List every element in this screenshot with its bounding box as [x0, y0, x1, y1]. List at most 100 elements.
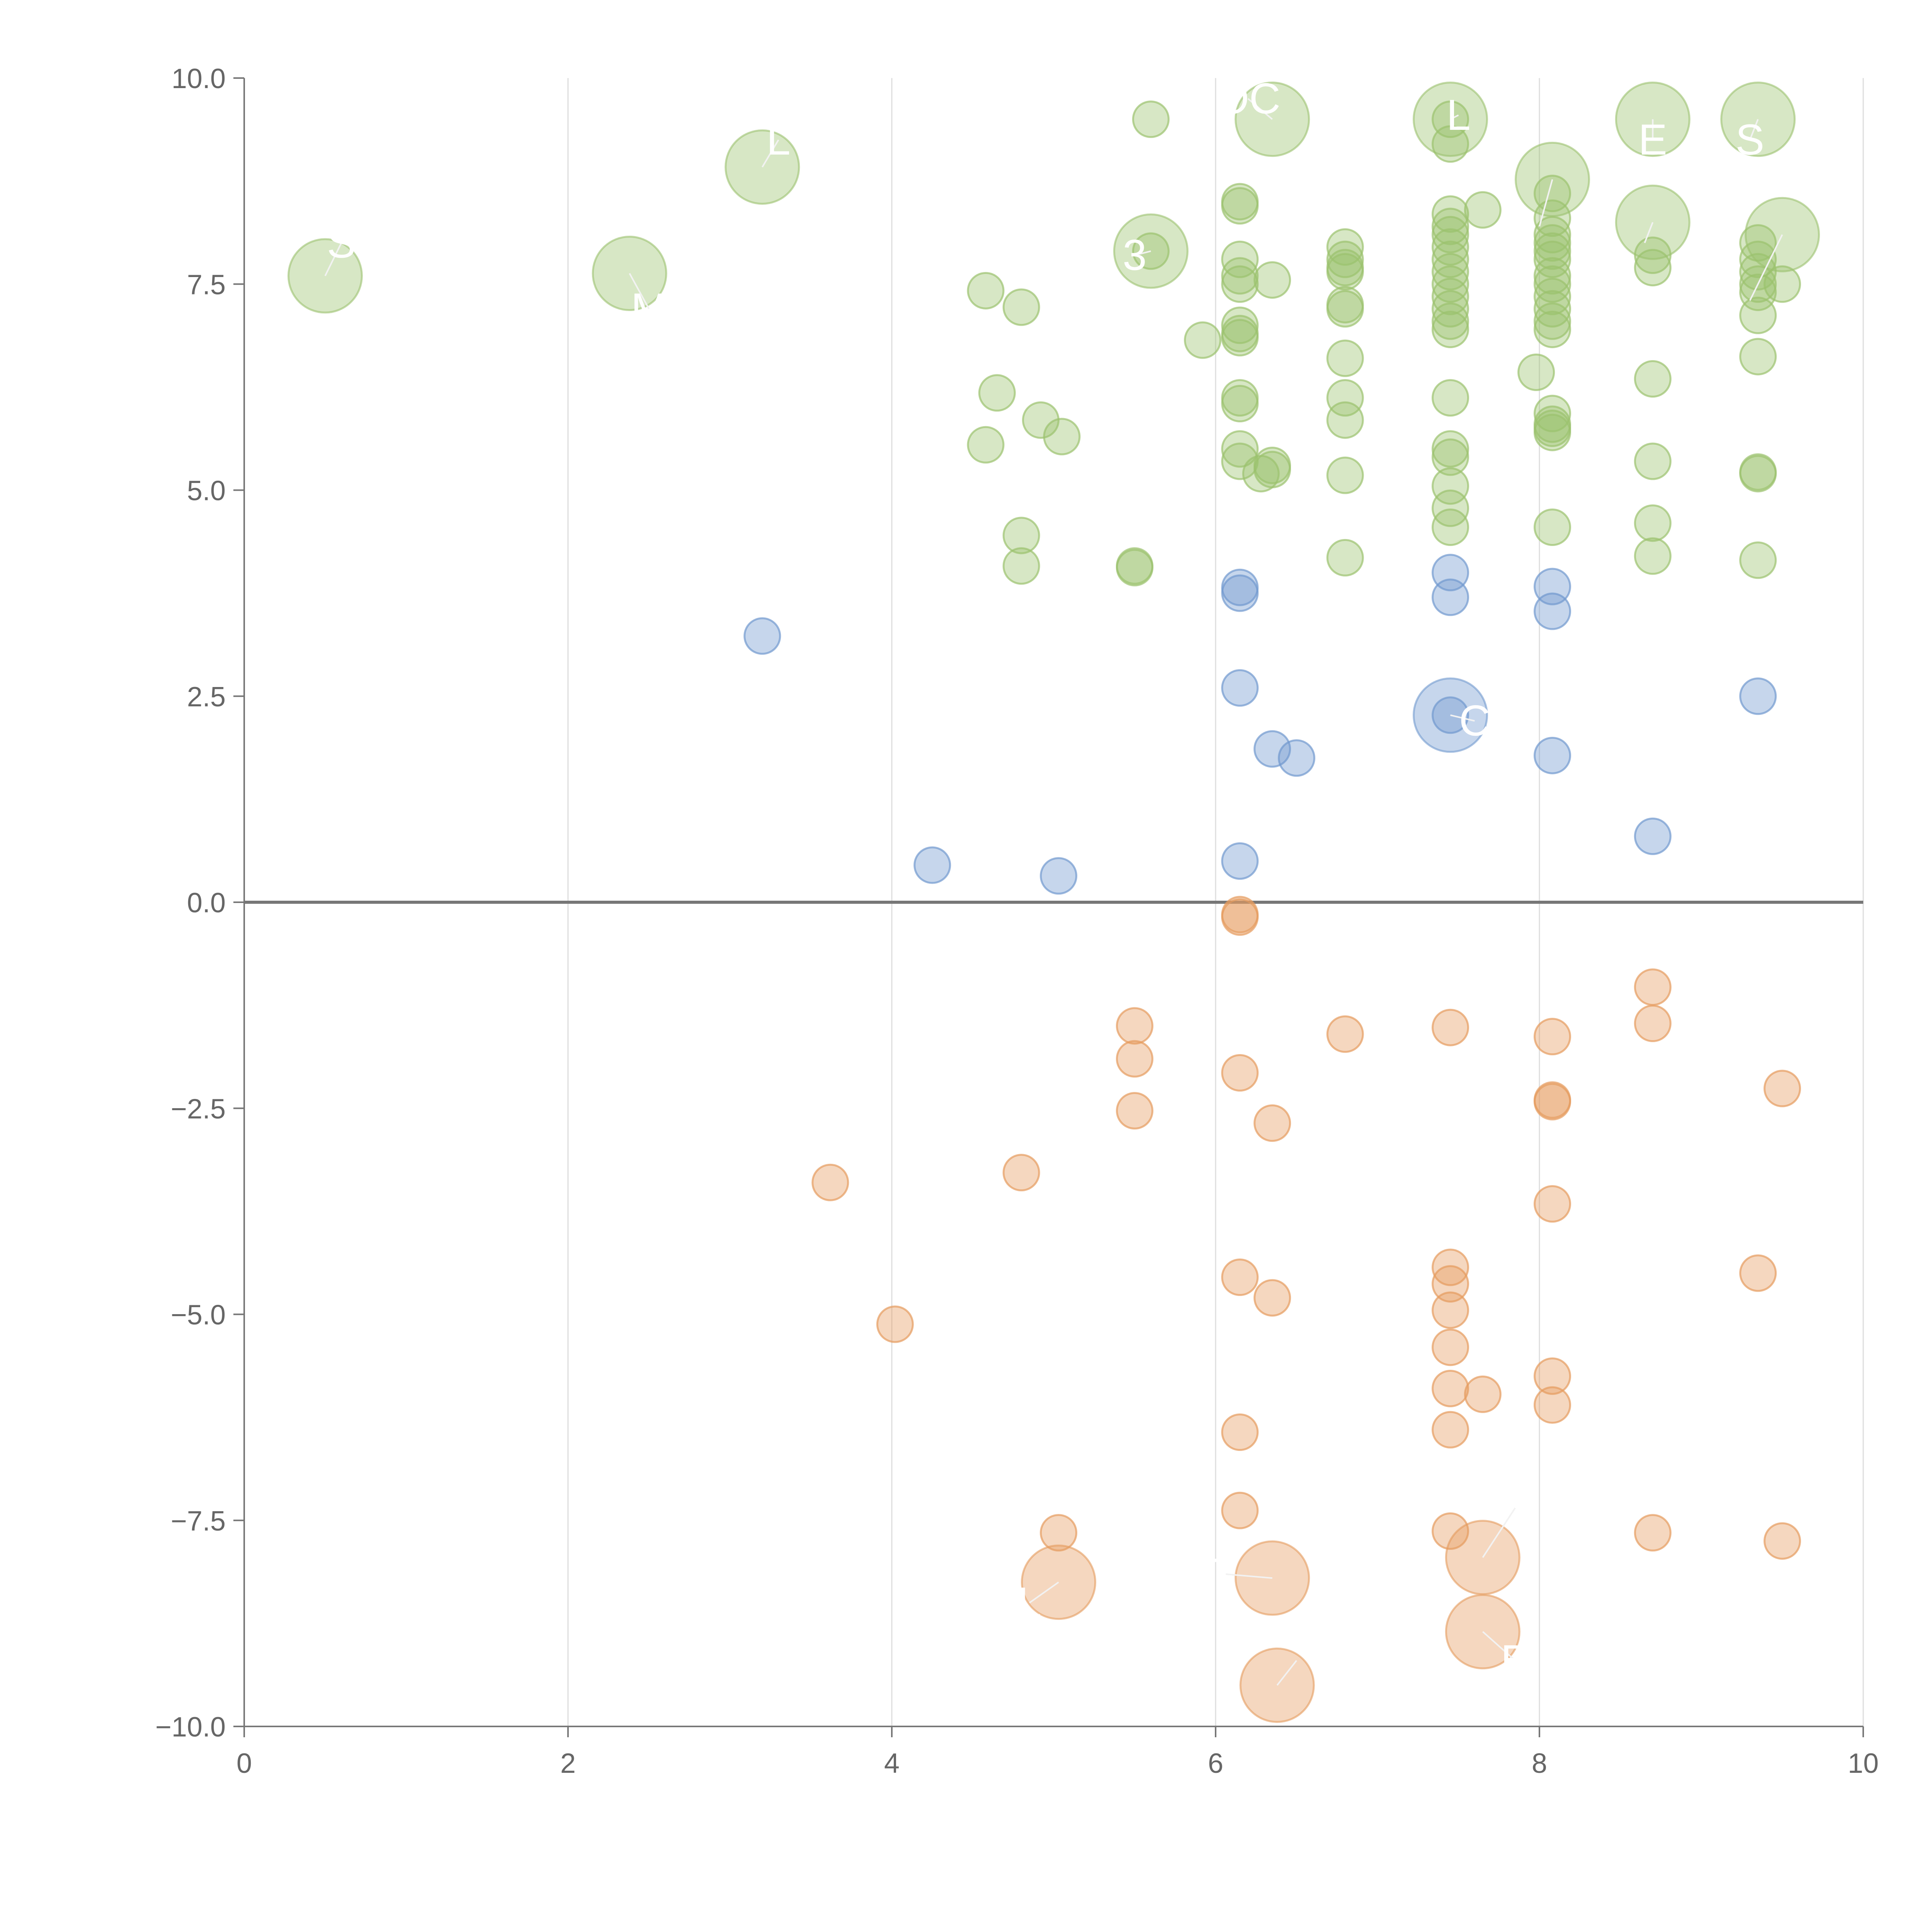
- data-point: [1221, 1413, 1259, 1451]
- data-point: [1634, 968, 1672, 1006]
- data-point: [967, 426, 1005, 464]
- data-point: [1253, 261, 1291, 299]
- label-leader-line: [1450, 114, 1459, 120]
- x-tick-label: 2: [560, 1748, 576, 1779]
- data-point: [1326, 240, 1364, 278]
- data-point: [1432, 438, 1469, 476]
- data-point: [1432, 430, 1469, 468]
- point-label: OC: [1216, 74, 1281, 122]
- data-point: [1326, 401, 1364, 439]
- label-leader-line: [1450, 714, 1475, 722]
- data-point: [1634, 1514, 1672, 1552]
- data-point: [1022, 401, 1060, 439]
- data-point: [1739, 455, 1777, 493]
- label-leader-line: [1749, 234, 1783, 301]
- data-point: [1253, 1104, 1291, 1142]
- data-point: [1432, 489, 1469, 527]
- label-leader-line: [1482, 1507, 1516, 1558]
- data-point: [1534, 311, 1571, 349]
- data-point: [1739, 541, 1777, 579]
- point-label: L: [1017, 1578, 1041, 1627]
- data-point: [1002, 1154, 1040, 1192]
- data-point: [1002, 517, 1040, 554]
- data-point: [1432, 379, 1469, 417]
- data-point: [1534, 508, 1571, 546]
- data-point: [1432, 125, 1469, 163]
- data-point: [1253, 1279, 1291, 1317]
- data-point: [1634, 1005, 1672, 1043]
- label-leader-line: [1482, 1631, 1516, 1661]
- data-point: [1002, 547, 1040, 585]
- data-point: [1326, 456, 1364, 494]
- data-point: [1739, 338, 1777, 376]
- point-label: E: [1638, 116, 1667, 164]
- data-point: [1116, 1007, 1153, 1045]
- point-layer: [287, 82, 1820, 1723]
- label-leader-line: [1749, 119, 1759, 140]
- data-point: [1534, 257, 1571, 295]
- data-point: [1432, 1248, 1469, 1286]
- point-label: L: [767, 116, 791, 164]
- y-tick-label: 0.0: [187, 888, 226, 918]
- data-point: [1432, 311, 1469, 349]
- data-point: [1764, 1522, 1801, 1560]
- data-point: [1534, 395, 1571, 432]
- data-point: [1739, 677, 1777, 715]
- data-point: [1221, 257, 1259, 295]
- label-leader-line: [762, 139, 779, 168]
- data-point: [1432, 290, 1469, 328]
- y-tick-label: 2.5: [187, 682, 226, 713]
- x-tick-label: 10: [1848, 1748, 1879, 1779]
- label-leader-line: [629, 273, 650, 310]
- data-point: [1221, 306, 1259, 344]
- label-leader-line: [1134, 250, 1151, 256]
- data-point: [1534, 1357, 1571, 1395]
- y-tick-label: −7.5: [171, 1506, 226, 1537]
- data-point: [1221, 1492, 1259, 1529]
- data-point: [1534, 1386, 1571, 1424]
- data-point: [913, 846, 951, 884]
- data-point: [1432, 1512, 1469, 1550]
- data-point: [1764, 1070, 1801, 1107]
- data-point: [811, 1163, 849, 1201]
- data-point: [978, 374, 1016, 412]
- data-point: [1432, 1009, 1469, 1046]
- data-point: [1002, 288, 1040, 326]
- data-point: [1764, 265, 1801, 303]
- data-point: [1326, 253, 1364, 291]
- tick-label-layer: −10.0 −7.5 −5.0 −2.5 0.0 2.5 5.0 7.5 10.0 0 2 4 6 8 10: [155, 63, 1879, 1779]
- data-point: [1432, 1265, 1469, 1303]
- data-point: [1326, 290, 1364, 328]
- data-point: [1534, 290, 1571, 328]
- data-point: [1634, 537, 1672, 575]
- label-leader-line: [1223, 1573, 1272, 1579]
- data-point: [967, 272, 1005, 310]
- data-point: [1432, 207, 1469, 245]
- data-point: [1534, 1083, 1571, 1121]
- data-point: [1116, 549, 1153, 587]
- y-tick-label: 5.0: [187, 476, 226, 507]
- label-leader-line: [324, 242, 342, 276]
- data-point: [1040, 1514, 1078, 1552]
- x-tick-label: 0: [236, 1748, 252, 1779]
- data-point: [1184, 321, 1221, 359]
- point-label: T: [1211, 1549, 1237, 1598]
- data-point: [1634, 360, 1672, 398]
- data-point: [1634, 817, 1672, 855]
- point-label: M: [631, 284, 667, 333]
- data-point: [1221, 669, 1259, 707]
- data-point: [1278, 739, 1315, 777]
- data-point: [1534, 224, 1571, 262]
- data-point: [1221, 1054, 1259, 1092]
- data-point: [1534, 736, 1571, 774]
- data-point: [1221, 1259, 1259, 1296]
- data-point: [1432, 302, 1469, 340]
- data-point: [1432, 1411, 1469, 1449]
- data-point: [1221, 430, 1259, 468]
- data-point: [876, 1305, 914, 1343]
- data-point: [1116, 1040, 1153, 1078]
- data-point: [1634, 442, 1672, 480]
- y-tick-label: −5.0: [171, 1300, 226, 1331]
- data-point: [1253, 730, 1291, 768]
